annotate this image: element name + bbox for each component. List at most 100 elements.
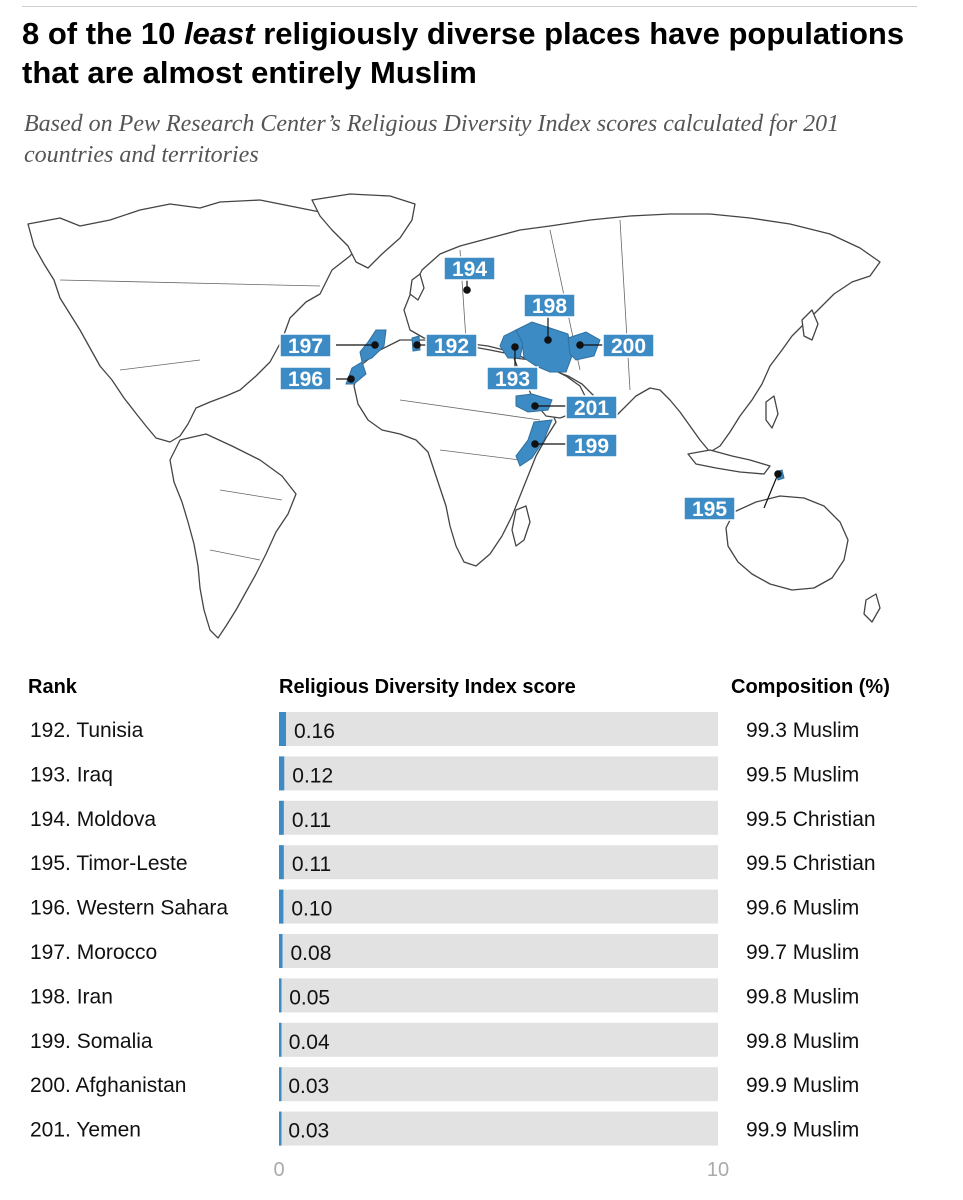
composition-label: 99.8 Muslim <box>746 985 859 1008</box>
composition-label: 99.5 Muslim <box>746 763 859 786</box>
madagascar-shape <box>511 505 531 547</box>
bar <box>279 800 284 835</box>
category-label: 199. Somalia <box>30 1030 153 1053</box>
marker-labels: 194 198 197 192 200 196 193 201 199 195 <box>279 256 736 521</box>
map-marker-198: 198 <box>523 293 576 318</box>
map-marker-leader <box>336 341 379 349</box>
marker-box <box>602 333 655 358</box>
table-row: 194. Moldova 0.11 99.5 Christian <box>30 800 876 835</box>
bar-track <box>279 889 718 924</box>
marker-label: 196 <box>288 368 323 391</box>
data-label: 0.12 <box>292 764 333 787</box>
bar-rows: 192. Tunisia 0.16 99.3 Muslim 193. Iraq 0.12… <box>30 712 876 1146</box>
marker-label: 197 <box>288 335 323 358</box>
x-axis: 0 10 <box>273 1159 729 1181</box>
data-label: 0.08 <box>291 942 332 965</box>
bar-track <box>279 978 718 1013</box>
marker-dot <box>511 343 519 351</box>
map-marker-199: 199 <box>565 433 618 458</box>
bar <box>279 978 282 1013</box>
bar <box>279 1067 282 1102</box>
bar <box>279 845 284 880</box>
data-label: 0.11 <box>292 809 331 832</box>
score-header: Religious Diversity Index score <box>279 676 576 698</box>
table-row: 197. Morocco 0.08 99.7 Muslim <box>30 934 859 968</box>
category-label: 193. Iraq <box>30 763 113 786</box>
map-marker-200: 200 <box>602 333 655 358</box>
data-label: 0.03 <box>288 1075 329 1098</box>
japan-shape <box>801 309 819 341</box>
composition-label: 99.6 Muslim <box>746 897 859 920</box>
table-row: 192. Tunisia 0.16 99.3 Muslim <box>30 712 859 746</box>
marker-dot <box>413 341 421 349</box>
marker-box <box>279 333 332 358</box>
map-marker-195: 195 <box>683 496 736 521</box>
category-label: 201. Yemen <box>30 1119 141 1142</box>
country-shape-iran <box>515 321 573 373</box>
chart-subtitle: Based on Pew Research Center’s Religious… <box>24 111 840 168</box>
marker-label: 198 <box>532 295 567 318</box>
map-marker-201: 201 <box>565 395 618 420</box>
category-label: 194. Moldova <box>30 808 156 831</box>
bar <box>279 889 284 924</box>
map-marker-196: 196 <box>279 366 332 391</box>
marker-box <box>443 256 496 281</box>
category-label: 196. Western Sahara <box>30 897 228 920</box>
map-marker-leader <box>336 375 355 383</box>
map-marker-leader <box>413 341 426 349</box>
data-label: 0.04 <box>289 1031 330 1054</box>
chart-title: 8 of the 10 least religiously diverse pl… <box>22 16 905 90</box>
map-marker-192: 192 <box>425 333 478 358</box>
bar <box>279 934 283 968</box>
bar-track <box>279 712 718 746</box>
bar <box>279 1022 282 1057</box>
category-label: 195. Timor-Leste <box>30 852 188 875</box>
data-label: 0.10 <box>291 898 332 921</box>
world-map: 194 198 197 192 200 196 193 201 199 195 <box>27 193 881 639</box>
rank-header: Rank <box>28 676 77 698</box>
marker-dot <box>463 286 471 294</box>
marker-box <box>279 366 332 391</box>
map-marker-193: 193 <box>486 366 539 391</box>
marker-dot <box>371 341 379 349</box>
composition-label: 99.9 Muslim <box>746 1074 859 1097</box>
bar-track <box>279 1111 718 1146</box>
marker-label: 200 <box>611 335 646 358</box>
marker-label: 201 <box>574 397 609 420</box>
table-row: 195. Timor-Leste 0.11 99.5 Christian <box>30 845 876 880</box>
table-row: 199. Somalia 0.04 99.8 Muslim <box>30 1022 859 1057</box>
north-america-shape <box>27 199 366 443</box>
map-marker-leader <box>531 440 566 448</box>
x-tick-label: 10 <box>707 1159 729 1181</box>
table-row: 196. Western Sahara 0.10 99.6 Muslim <box>30 889 859 924</box>
marker-dot <box>531 440 539 448</box>
uk-shape <box>409 273 425 301</box>
data-label: 0.11 <box>292 853 331 876</box>
composition-label: 99.3 Muslim <box>746 719 859 742</box>
marker-label: 199 <box>574 435 609 458</box>
x-tick-label: 0 <box>273 1159 284 1181</box>
composition-header: Composition (%) <box>731 676 890 698</box>
bar-track <box>279 845 718 880</box>
bar-track <box>279 1067 718 1102</box>
south-america-shape <box>169 433 297 639</box>
data-label: 0.03 <box>288 1120 329 1143</box>
category-label: 192. Tunisia <box>30 719 144 742</box>
data-label: 0.16 <box>294 720 335 743</box>
bar-track <box>279 756 718 791</box>
composition-label: 99.7 Muslim <box>746 941 859 964</box>
marker-box <box>565 395 618 420</box>
bar <box>279 712 287 746</box>
top-rule <box>22 6 917 7</box>
bar-track <box>279 934 718 968</box>
category-label: 198. Iran <box>30 985 113 1008</box>
bar <box>279 1111 282 1146</box>
category-label: 200. Afghanistan <box>30 1074 186 1097</box>
marker-label: 193 <box>495 368 530 391</box>
greenland-shape <box>311 193 416 269</box>
table-row: 193. Iraq 0.12 99.5 Muslim <box>30 756 859 791</box>
map-marker-194: 194 <box>443 256 496 281</box>
marker-box <box>523 293 576 318</box>
data-label: 0.05 <box>289 986 330 1009</box>
table-row: 200. Afghanistan 0.03 99.9 Muslim <box>30 1067 859 1102</box>
